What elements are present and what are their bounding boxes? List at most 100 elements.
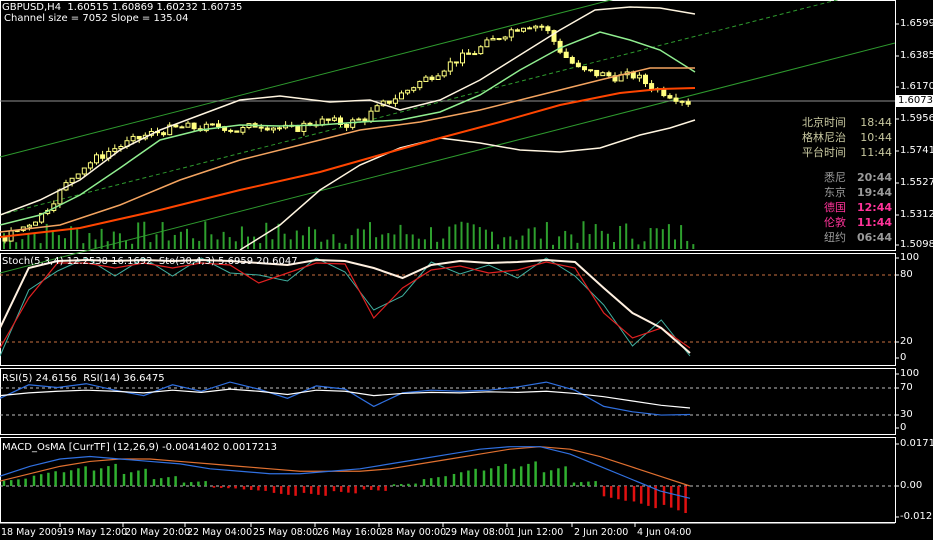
- clock-time: 06:44: [856, 231, 892, 244]
- candle: [295, 125, 301, 132]
- ma-fast-line: [0, 31, 696, 226]
- clock-time: 12:44: [856, 201, 892, 214]
- panel-frame-1: [0, 253, 896, 366]
- candle: [277, 127, 282, 130]
- ma-mid-line: [0, 67, 695, 233]
- macd-axis-label: -0.01271: [900, 511, 933, 522]
- bollinger-lower: [239, 119, 696, 251]
- candle: [606, 72, 612, 77]
- candle: [600, 72, 606, 77]
- channel-middle-line: [0, 0, 839, 216]
- candle: [575, 62, 581, 68]
- candle: [368, 110, 374, 122]
- clock-city: 北京时间: [802, 116, 846, 129]
- candle: [118, 146, 124, 150]
- clock-row: 悉尼 20:44: [786, 171, 892, 185]
- clock-time: 19:44: [856, 186, 892, 199]
- candle: [405, 89, 411, 94]
- candle: [374, 105, 380, 112]
- macd-axis-label: 0.017102: [900, 438, 933, 449]
- current-price-tag: 1.60735: [896, 95, 933, 107]
- candle: [75, 173, 81, 179]
- candle: [527, 27, 533, 30]
- candle: [356, 118, 362, 121]
- chart-title: GBPUSD,H4 1.60515 1.60869 1.60232 1.6073…: [2, 2, 243, 13]
- candle: [173, 124, 179, 128]
- candle: [569, 57, 575, 64]
- price-axis-label: 1.63850: [900, 50, 933, 61]
- rsi-axis-label: 70: [900, 382, 913, 393]
- candle: [69, 177, 75, 184]
- time-axis-label: 26 May 16:00: [317, 527, 383, 538]
- candle: [502, 36, 508, 40]
- candle: [264, 127, 270, 131]
- candle: [533, 25, 539, 29]
- clock-city: 纽约: [824, 231, 846, 244]
- candle: [417, 80, 423, 89]
- candle: [636, 74, 642, 79]
- candle: [679, 100, 685, 103]
- macd-label: MACD_OsMA [CurrTF] (12,26,9) -0.0041402 …: [2, 442, 278, 453]
- candle: [521, 27, 526, 32]
- candle: [258, 126, 264, 129]
- clock-row: 德国 12:44: [786, 201, 892, 215]
- candle: [563, 51, 569, 59]
- stoch-label: Stoch(5,3,4) 12.2538 16.1692 Sto(30,4,3)…: [2, 256, 298, 267]
- clock-time: 11:44: [856, 216, 892, 229]
- price-axis-label: 1.53125: [900, 209, 933, 220]
- clock-time: 11:44: [860, 146, 892, 159]
- candle: [399, 92, 404, 100]
- clock-time: 20:44: [856, 171, 892, 184]
- candle: [179, 126, 185, 129]
- time-axis-label: 1 Jun 12:00: [509, 527, 564, 538]
- price-axis-label: 1.61705: [900, 81, 933, 92]
- candle: [191, 122, 197, 130]
- candle: [484, 39, 490, 48]
- stoch-fast-line: [0, 257, 691, 357]
- candle: [594, 69, 600, 77]
- candle: [81, 167, 87, 175]
- time-axis-label: 29 May 08:00: [445, 527, 511, 538]
- candle: [2, 236, 8, 242]
- candle: [545, 26, 551, 32]
- stoch-signal-line: [0, 261, 691, 349]
- rsi14-line: [0, 388, 691, 409]
- clock-row: 格林尼治 10:44: [786, 131, 892, 145]
- stoch-axis-label: 80: [900, 269, 913, 280]
- rsi-axis-label: 30: [900, 409, 913, 420]
- candle: [331, 117, 337, 121]
- candle: [441, 70, 447, 77]
- clock-city: 悉尼: [824, 171, 846, 184]
- candle: [588, 69, 594, 72]
- panel-frame-2: [0, 368, 896, 435]
- candle: [496, 38, 502, 41]
- macd-signal-line: [0, 446, 691, 487]
- clock-row: 东京 19:44: [786, 186, 892, 200]
- candle: [33, 221, 38, 226]
- candle: [161, 132, 167, 136]
- clock-city: 伦敦: [824, 216, 846, 229]
- candle: [582, 66, 587, 71]
- rsi5-line: [0, 381, 691, 416]
- candle: [240, 127, 246, 133]
- candle: [136, 135, 142, 140]
- stoch-axis-label: 100: [900, 252, 920, 263]
- time-axis-label: 18 May 2009: [1, 527, 63, 538]
- candle: [362, 118, 368, 122]
- candle: [203, 123, 209, 132]
- time-axis-label: 22 May 04:00: [187, 527, 253, 538]
- clock-city: 东京: [824, 186, 846, 199]
- candle: [478, 46, 484, 55]
- candle: [551, 30, 557, 42]
- price-axis-label: 1.50980: [900, 239, 933, 250]
- candle: [209, 123, 215, 126]
- candle: [350, 119, 356, 128]
- candle: [100, 154, 106, 159]
- candle: [429, 76, 435, 80]
- candle: [539, 25, 545, 28]
- bollinger-upper: [0, 6, 696, 216]
- channel-upper-line: [0, 0, 613, 158]
- clock-city: 平台时间: [802, 146, 846, 159]
- candle: [94, 154, 99, 164]
